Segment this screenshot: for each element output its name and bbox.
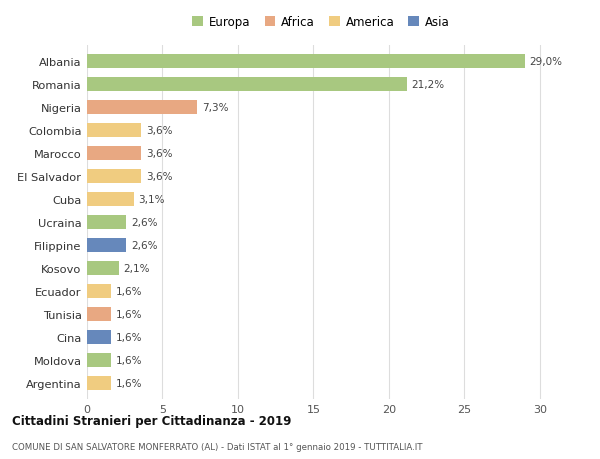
Bar <box>87 239 126 252</box>
Text: 1,6%: 1,6% <box>116 309 142 319</box>
Text: 7,3%: 7,3% <box>202 103 228 113</box>
Bar <box>87 124 142 138</box>
Bar <box>87 101 197 115</box>
Legend: Europa, Africa, America, Asia: Europa, Africa, America, Asia <box>189 13 453 33</box>
Text: 3,6%: 3,6% <box>146 172 172 182</box>
Text: 1,6%: 1,6% <box>116 332 142 342</box>
Text: 3,6%: 3,6% <box>146 126 172 136</box>
Text: 2,6%: 2,6% <box>131 241 157 251</box>
Bar <box>87 262 119 275</box>
Text: 1,6%: 1,6% <box>116 378 142 388</box>
Bar <box>87 330 111 344</box>
Text: 21,2%: 21,2% <box>412 80 445 90</box>
Text: 3,6%: 3,6% <box>146 149 172 159</box>
Bar <box>87 170 142 184</box>
Bar <box>87 216 126 230</box>
Text: 1,6%: 1,6% <box>116 355 142 365</box>
Bar <box>87 193 134 207</box>
Text: COMUNE DI SAN SALVATORE MONFERRATO (AL) - Dati ISTAT al 1° gennaio 2019 - TUTTIT: COMUNE DI SAN SALVATORE MONFERRATO (AL) … <box>12 442 422 451</box>
Bar <box>87 55 525 69</box>
Text: 2,6%: 2,6% <box>131 218 157 228</box>
Bar <box>87 78 407 92</box>
Text: Cittadini Stranieri per Cittadinanza - 2019: Cittadini Stranieri per Cittadinanza - 2… <box>12 414 292 428</box>
Bar <box>87 147 142 161</box>
Bar <box>87 308 111 321</box>
Bar <box>87 285 111 298</box>
Bar <box>87 353 111 367</box>
Text: 1,6%: 1,6% <box>116 286 142 297</box>
Text: 3,1%: 3,1% <box>139 195 165 205</box>
Text: 29,0%: 29,0% <box>529 57 562 67</box>
Text: 2,1%: 2,1% <box>123 263 150 274</box>
Bar <box>87 376 111 390</box>
